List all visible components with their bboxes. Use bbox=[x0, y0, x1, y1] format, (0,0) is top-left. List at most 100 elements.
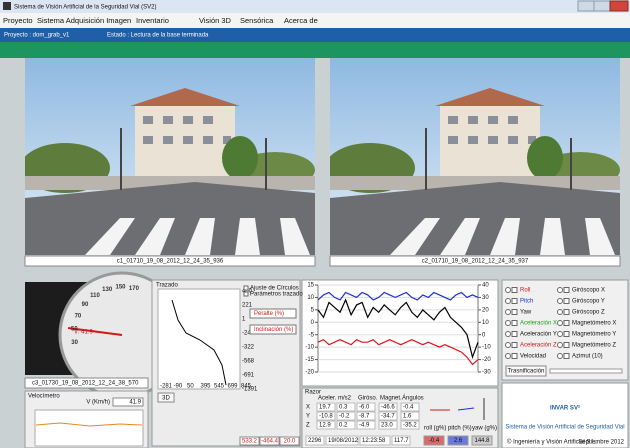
trazado-y-label: -322 bbox=[242, 345, 255, 351]
option-label: Azimut (10) bbox=[572, 354, 603, 360]
checkbox[interactable] bbox=[512, 354, 517, 359]
table-value: -35.2 bbox=[403, 423, 417, 429]
dial-label: 130 bbox=[102, 287, 113, 293]
angle-value: 144.8 bbox=[474, 438, 490, 444]
checkbox[interactable] bbox=[564, 288, 569, 293]
velocimetro-plot bbox=[35, 410, 143, 446]
maximize[interactable] bbox=[594, 1, 610, 11]
radio[interactable] bbox=[506, 332, 511, 337]
y-tick-label: -10 bbox=[305, 345, 314, 351]
menu-item[interactable]: Proyecto bbox=[3, 16, 33, 25]
dial-label: 30 bbox=[71, 340, 78, 346]
angle-header: yaw (g%) bbox=[472, 426, 497, 432]
menu-item[interactable]: Sensórica bbox=[240, 16, 274, 25]
close[interactable] bbox=[610, 1, 628, 11]
radio[interactable] bbox=[558, 321, 563, 326]
camera-caption: c1_01710_19_08_2012_12_24_35_936 bbox=[117, 259, 224, 265]
trazado-y-label: 221 bbox=[242, 303, 253, 309]
y-tick-label: 15 bbox=[307, 283, 314, 289]
footer-value: 12:23:58 bbox=[362, 438, 386, 444]
checkbox[interactable] bbox=[564, 321, 569, 326]
radio[interactable] bbox=[558, 343, 563, 348]
button-3d-label[interactable]: 3D bbox=[162, 396, 170, 402]
check-label: Parámetros trazado bbox=[250, 292, 303, 298]
minimize[interactable] bbox=[578, 1, 594, 11]
menu-item[interactable]: Acerca de bbox=[284, 16, 318, 25]
table-value: 19.7 bbox=[319, 405, 331, 411]
checkbox[interactable] bbox=[244, 286, 248, 290]
y-tick-label: 10 bbox=[307, 295, 314, 301]
velocimetro-label: V (Km/h) bbox=[86, 400, 110, 406]
checkbox[interactable] bbox=[512, 321, 517, 326]
option-label: Aceleración Y bbox=[520, 332, 557, 338]
y2-tick-label: 10 bbox=[482, 320, 489, 326]
trazado-x-label: -90 bbox=[174, 384, 183, 390]
option-label: Velocidad bbox=[520, 354, 546, 360]
radio[interactable] bbox=[558, 354, 563, 359]
trazado-x-label: 545 bbox=[214, 384, 225, 390]
checkbox[interactable] bbox=[564, 343, 569, 348]
radio[interactable] bbox=[506, 343, 511, 348]
radio[interactable] bbox=[506, 288, 511, 293]
option-label: Aceleración Z bbox=[520, 343, 557, 349]
checkbox[interactable] bbox=[512, 310, 517, 315]
checkbox[interactable] bbox=[244, 292, 248, 296]
project-bar bbox=[0, 28, 630, 42]
option-label: Magnetómetro Z bbox=[572, 343, 616, 349]
trazado-x-label: 845 bbox=[241, 384, 252, 390]
dial-label: 170 bbox=[129, 286, 140, 292]
logo-panel bbox=[502, 383, 628, 448]
angle-header: pitch (%) bbox=[448, 426, 472, 432]
checkbox[interactable] bbox=[512, 343, 517, 348]
radio[interactable] bbox=[506, 321, 511, 326]
menu-item[interactable]: Inventario bbox=[136, 16, 169, 25]
angle-value: -0.4 bbox=[429, 438, 440, 444]
trazado-y-label: -691 bbox=[242, 373, 255, 379]
checkbox[interactable] bbox=[512, 288, 517, 293]
table-value: 1.6 bbox=[403, 414, 412, 420]
table-axis: Y bbox=[306, 414, 310, 420]
menu-item[interactable]: Visión 3D bbox=[199, 16, 232, 25]
checkbox[interactable] bbox=[564, 332, 569, 337]
options-panel bbox=[502, 280, 628, 380]
checkbox[interactable] bbox=[512, 299, 517, 304]
radio[interactable] bbox=[558, 288, 563, 293]
project-name: Proyecto : dom_grab_v1 bbox=[4, 33, 70, 39]
trazado-x-label: -281 bbox=[160, 384, 173, 390]
dial-label: 90 bbox=[82, 302, 89, 308]
y2-tick-label: 20 bbox=[482, 307, 489, 313]
dial-label: 70 bbox=[75, 314, 82, 320]
footer-value: 19/08/2012 bbox=[328, 438, 359, 444]
logo-tagline: Sistema de Visión Artificial de Segurida… bbox=[505, 425, 624, 431]
y2-tick-label: 30 bbox=[482, 295, 489, 301]
window-title: Sistema de Visión Artificial de la Segur… bbox=[14, 5, 157, 11]
trazado-x-label: 50 bbox=[187, 384, 194, 390]
y2-tick-label: -20 bbox=[482, 357, 491, 363]
radio[interactable] bbox=[506, 310, 511, 315]
angle-header: roll (g%) bbox=[424, 426, 446, 432]
dial-label: 110 bbox=[90, 293, 100, 299]
radio[interactable] bbox=[558, 332, 563, 337]
checkbox[interactable] bbox=[564, 354, 569, 359]
slider[interactable] bbox=[550, 369, 622, 373]
option-label: Magnetómetro Y bbox=[572, 332, 616, 338]
radio[interactable] bbox=[558, 310, 563, 315]
radio[interactable] bbox=[558, 299, 563, 304]
option-label: Yaw bbox=[520, 310, 532, 316]
option-label: Magnetómetro X bbox=[572, 321, 616, 327]
radio[interactable] bbox=[506, 299, 511, 304]
checkbox[interactable] bbox=[564, 310, 569, 315]
option-label: Giróscopo X bbox=[572, 288, 605, 294]
speed-readout: V: 41.9 bbox=[74, 330, 93, 336]
checkbox[interactable] bbox=[512, 332, 517, 337]
trazado-value: 533.2 bbox=[242, 439, 258, 445]
table-value: -0.4 bbox=[403, 405, 414, 411]
y-tick-label: -15 bbox=[305, 357, 314, 363]
checkbox[interactable] bbox=[564, 299, 569, 304]
radio[interactable] bbox=[506, 354, 511, 359]
menu-item[interactable]: Sistema Adquisición Imagen bbox=[37, 16, 131, 25]
transform-button-label[interactable]: Trasnificación bbox=[508, 369, 545, 375]
trazado-value: -464.4 bbox=[261, 439, 279, 445]
table-header: Magnet. bbox=[380, 396, 402, 402]
option-label: Giróscopo Y bbox=[572, 299, 605, 305]
